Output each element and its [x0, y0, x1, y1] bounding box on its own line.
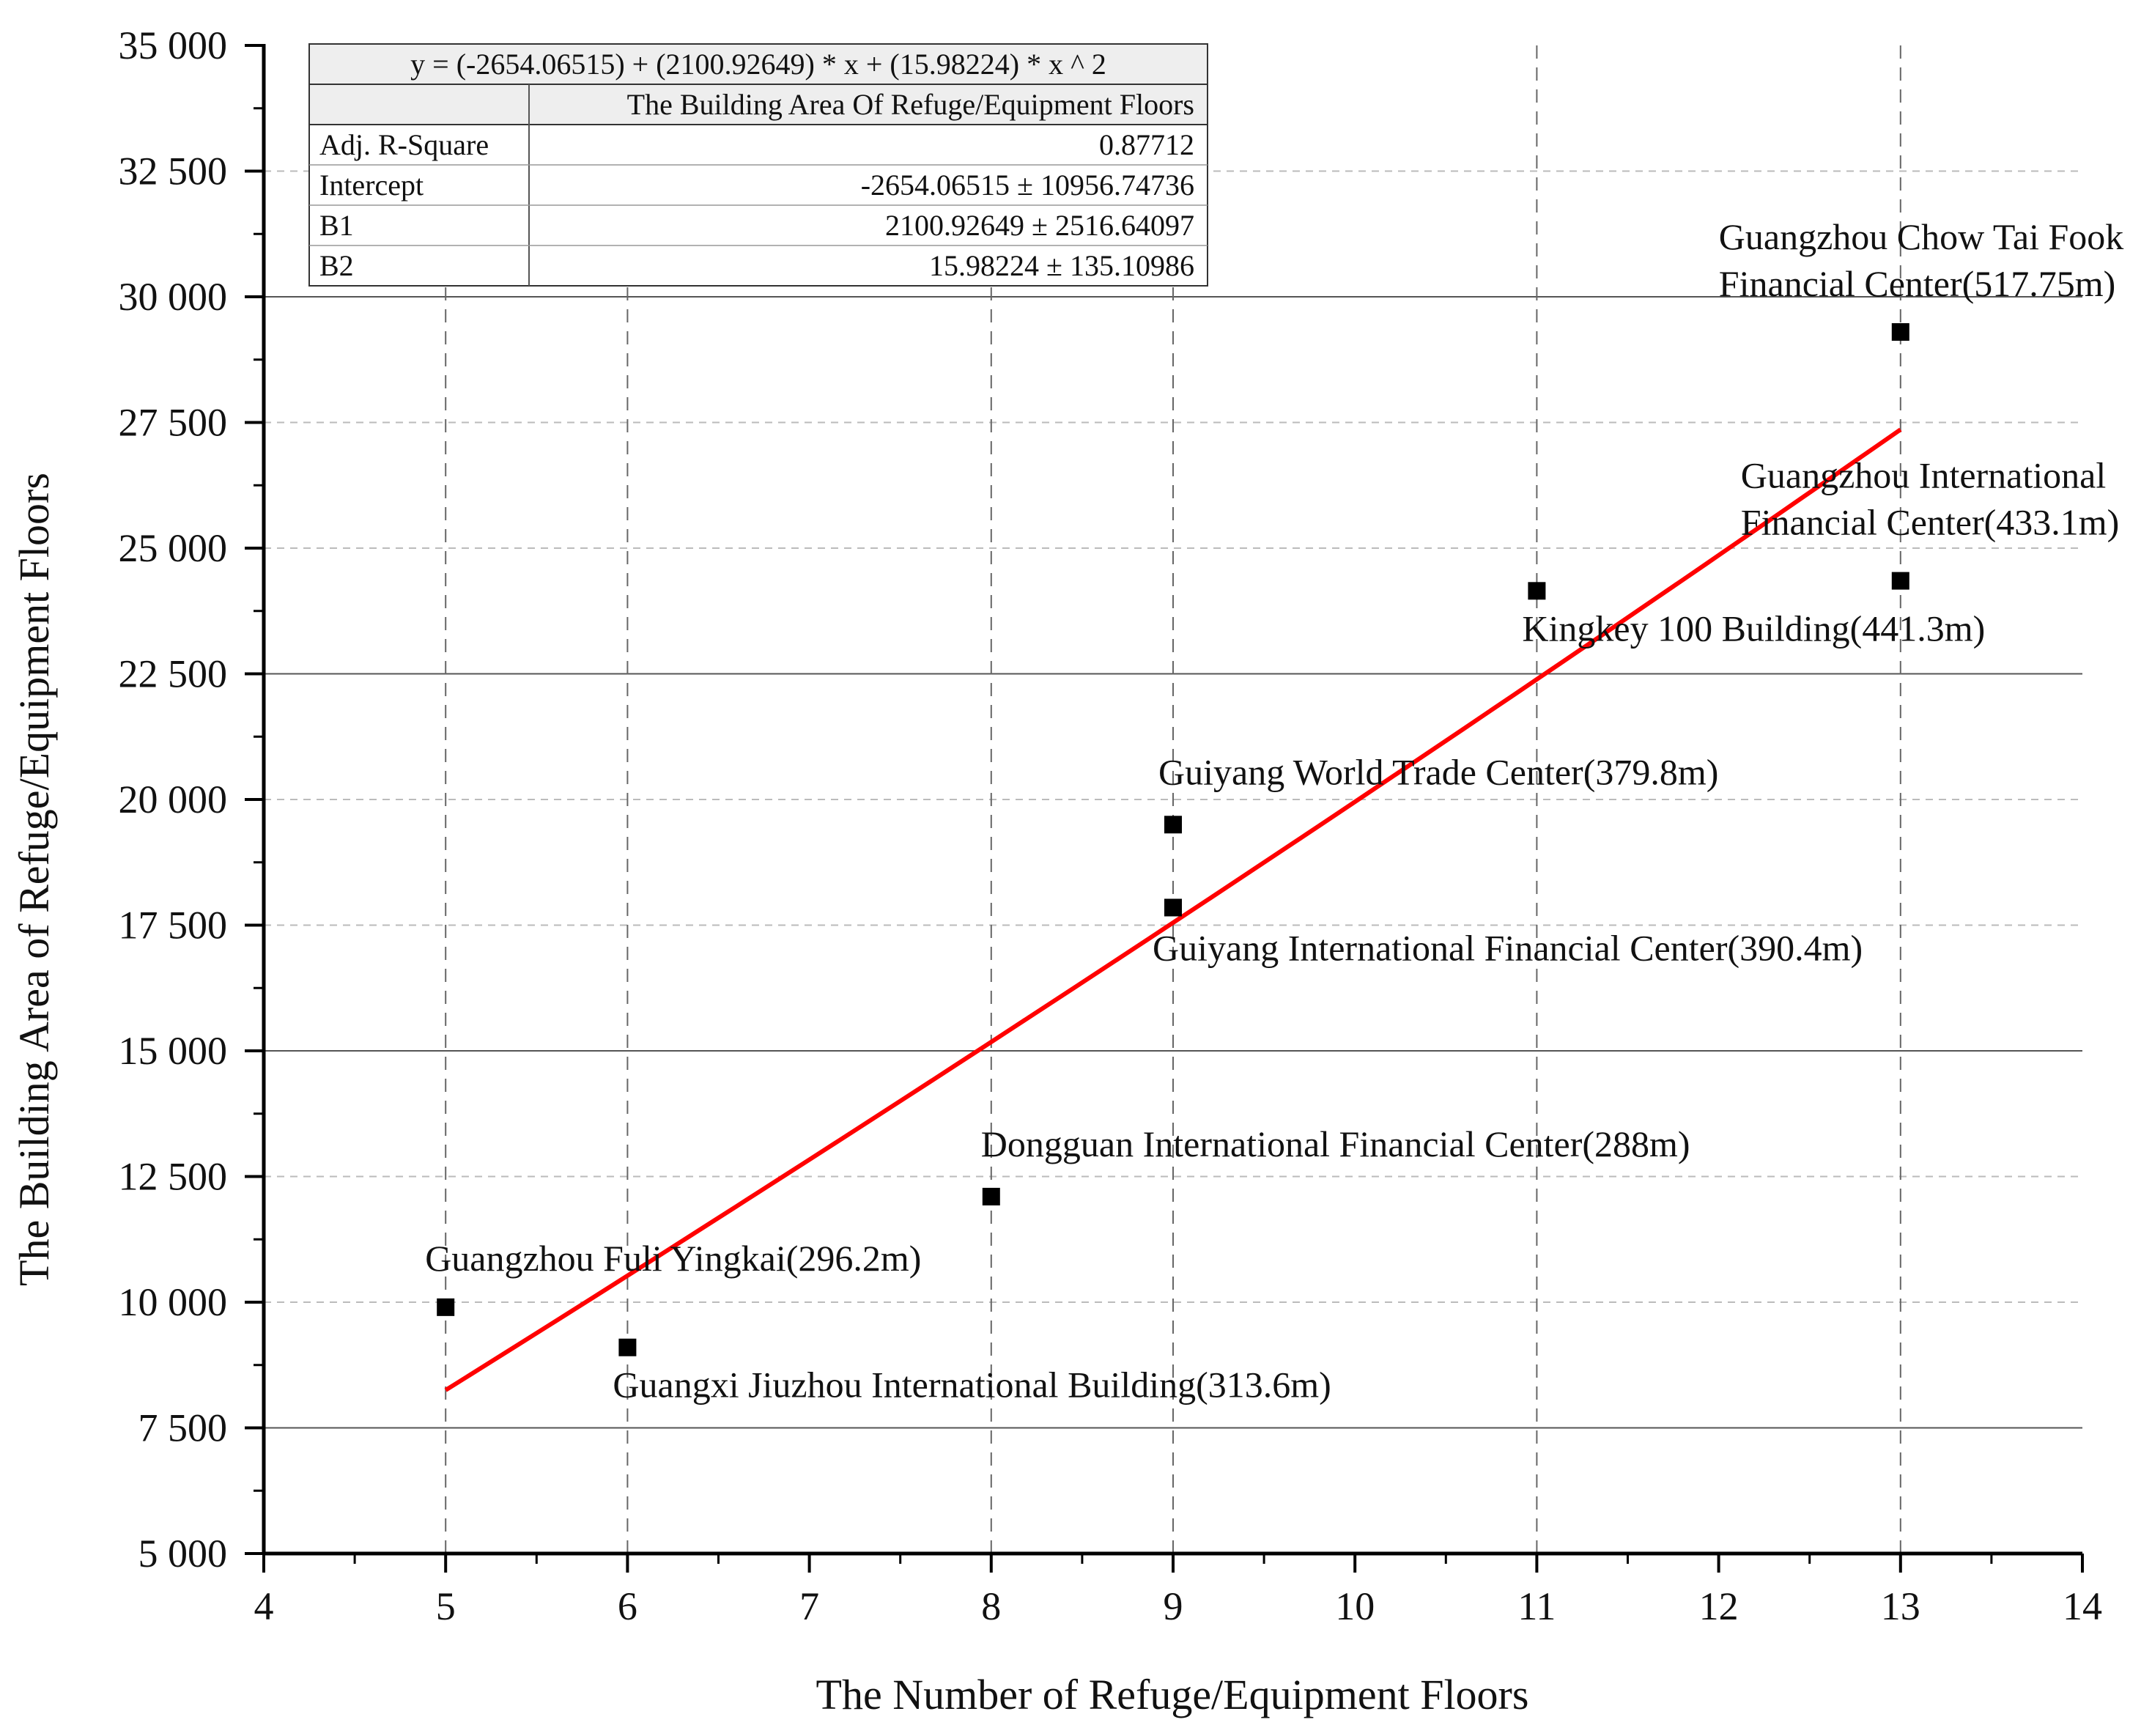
- table-row-value: -2654.06515 ± 10956.74736: [861, 169, 1194, 202]
- data-point: [1891, 323, 1909, 341]
- table-row-label: B1: [319, 209, 354, 242]
- axes: [245, 44, 2084, 1573]
- data-point: [1528, 582, 1546, 600]
- point-label: Kingkey 100 Building(441.3m): [1522, 607, 1985, 649]
- point-label: Financial Center(433.1m): [1741, 502, 2120, 543]
- point-label: Guangzhou Chow Tai Fook: [1719, 216, 2124, 257]
- y-tick-label: 12 500: [119, 1155, 228, 1199]
- point-label: Guiyang World Trade Center(379.8m): [1158, 751, 1718, 792]
- fit-curve-group: [444, 427, 1902, 1392]
- y-tick-label: 32 500: [119, 149, 228, 193]
- point-label: Guangxi Jiuzhou International Building(3…: [613, 1364, 1331, 1406]
- point-label: Financial Center(517.75m): [1719, 263, 2116, 304]
- table-row-label: B2: [319, 249, 354, 282]
- y-tick-label: 35 000: [119, 23, 228, 67]
- table-header: The Building Area Of Refuge/Equipment Fl…: [627, 88, 1194, 121]
- regression-stats-table: y = (-2654.06515) + (2100.92649) * x + (…: [308, 43, 1208, 287]
- y-axis-title: The Building Area of Refuge/Equipment Fl…: [10, 473, 58, 1286]
- point-label: Guangzhou Fuli Yingkai(296.2m): [425, 1238, 921, 1279]
- y-tick-label: 20 000: [119, 777, 228, 821]
- y-tick-label: 30 000: [119, 275, 228, 319]
- table-equation-bg: [308, 43, 1208, 85]
- x-tick-label: 14: [2063, 1584, 2102, 1628]
- data-point: [1164, 816, 1182, 834]
- point-labels: Guangzhou Fuli Yingkai(296.2m) Guangxi Ji…: [425, 216, 2123, 1406]
- table-header-bg: [308, 84, 1208, 125]
- y-tick-label: 15 000: [119, 1029, 228, 1073]
- x-tick-label: 12: [1699, 1584, 1739, 1628]
- x-tick-label: 10: [1335, 1584, 1375, 1628]
- x-tick-label: 11: [1517, 1584, 1556, 1628]
- y-tick-label: 10 000: [119, 1280, 228, 1324]
- y-tick-label: 22 500: [119, 652, 228, 696]
- data-point: [437, 1298, 455, 1316]
- y-tick-label: 27 500: [119, 401, 228, 445]
- table-row-value: 2100.92649 ± 2516.64097: [885, 209, 1194, 242]
- table-row-label: Adj. R-Square: [319, 128, 489, 161]
- table-equation: y = (-2654.06515) + (2100.92649) * x + (…: [410, 48, 1106, 81]
- x-axis-title: The Number of Refuge/Equipment Floors: [816, 1671, 1529, 1718]
- data-points: [437, 323, 1909, 1356]
- x-tick-label: 13: [1881, 1584, 1920, 1628]
- table-row-value: 15.98224 ± 135.10986: [929, 249, 1194, 282]
- data-point: [1891, 572, 1909, 590]
- y-tick-label: 5 000: [138, 1532, 228, 1576]
- y-tick-label: 7 500: [138, 1406, 228, 1450]
- y-tick-label: 17 500: [119, 904, 228, 948]
- x-tick-label: 7: [799, 1584, 819, 1628]
- point-label: Guangzhou International: [1741, 455, 2106, 496]
- x-tick-label: 4: [254, 1584, 274, 1628]
- y-tick-label: 25 000: [119, 526, 228, 570]
- tick-labels: 4 5 6 7 8 9 10 11 12 13 14 5 000 7 500 10 000 12 500 15…: [119, 23, 2103, 1628]
- point-label: Guiyang International Financial Center(3…: [1153, 927, 1863, 968]
- data-point: [1164, 898, 1182, 917]
- x-tick-label: 9: [1164, 1584, 1183, 1628]
- x-tick-label: 8: [981, 1584, 1001, 1628]
- table-row-label: Intercept: [319, 169, 424, 202]
- grid: [264, 45, 2082, 1554]
- data-point: [982, 1187, 1000, 1205]
- data-point: [618, 1338, 637, 1356]
- x-tick-label: 5: [436, 1584, 456, 1628]
- x-tick-label: 6: [618, 1584, 637, 1628]
- table-row-value: 0.87712: [1099, 128, 1194, 161]
- fit-curve: [444, 427, 1902, 1392]
- point-label: Dongguan International Financial Center(…: [981, 1123, 1690, 1164]
